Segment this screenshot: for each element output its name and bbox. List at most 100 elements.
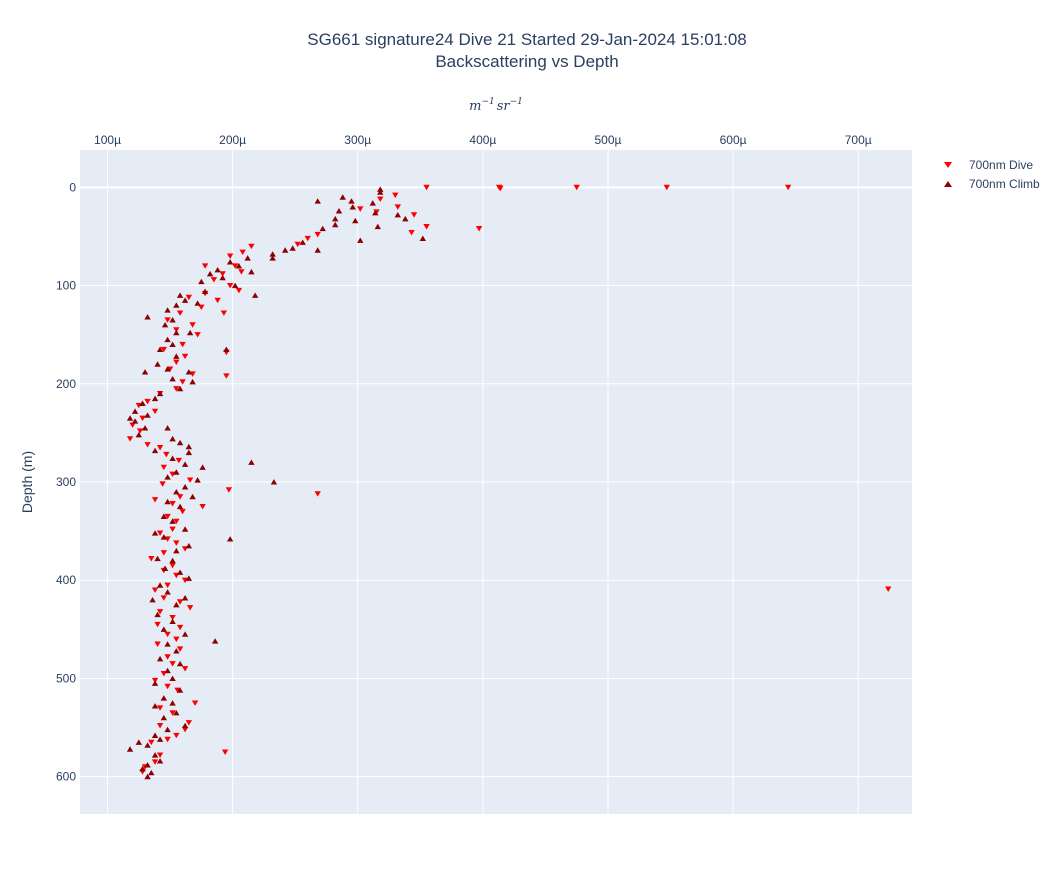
data-point (169, 700, 176, 706)
data-point (201, 263, 209, 269)
data-point (248, 243, 255, 250)
data-point (173, 601, 180, 608)
data-point (349, 204, 356, 210)
data-point (151, 703, 159, 709)
data-point (148, 739, 155, 746)
data-point (186, 605, 194, 611)
legend-item-dive[interactable]: 700nm Dive (944, 158, 1033, 172)
data-point (164, 425, 171, 431)
data-point (160, 464, 168, 471)
data-point (156, 705, 164, 711)
data-point (169, 375, 176, 382)
data-point (223, 373, 230, 379)
data-point (663, 184, 670, 191)
legend[interactable]: 700nm Dive 700nm Climb (944, 158, 1040, 191)
y-tick-label: 100 (56, 279, 76, 293)
data-point (156, 390, 164, 397)
data-point (226, 282, 234, 289)
data-point (176, 385, 184, 392)
data-point (181, 726, 189, 733)
data-point (173, 488, 180, 495)
data-point (144, 773, 151, 780)
data-point (176, 503, 184, 510)
data-point (173, 359, 180, 366)
data-point (173, 469, 180, 475)
data-point (357, 206, 364, 212)
data-point (299, 239, 306, 245)
data-point (169, 435, 176, 442)
data-point (185, 542, 193, 549)
data-point (189, 493, 196, 500)
data-point (156, 582, 164, 588)
data-point (141, 425, 149, 431)
data-point (194, 477, 201, 483)
data-point (185, 575, 193, 581)
data-point (281, 247, 289, 253)
data-point (269, 251, 276, 257)
data-point (251, 292, 259, 298)
data-points (126, 184, 892, 780)
data-point (238, 269, 245, 275)
data-point (235, 263, 243, 269)
data-point (885, 586, 892, 592)
data-point (156, 758, 164, 764)
data-point (226, 253, 234, 259)
y-tick-label: 400 (56, 573, 76, 587)
data-point (314, 198, 321, 204)
data-point (314, 247, 321, 253)
data-point (357, 237, 364, 243)
data-point (154, 361, 161, 367)
data-point (169, 661, 176, 667)
legend-dive-label: 700nm Dive (969, 158, 1033, 172)
data-point (294, 241, 301, 248)
legend-item-climb[interactable]: 700nm Climb (944, 177, 1040, 191)
data-point (173, 547, 180, 554)
data-point (144, 412, 151, 418)
data-point (156, 609, 164, 615)
data-point (289, 245, 296, 251)
data-point (186, 477, 194, 483)
x-tick-label: 500µ (595, 133, 622, 147)
data-point (194, 332, 201, 338)
data-point (160, 626, 168, 632)
data-point (156, 736, 164, 742)
data-point (185, 720, 193, 726)
x-tick-label: 700µ (845, 133, 872, 147)
data-point (394, 204, 401, 210)
x-tick-label: 600µ (720, 133, 747, 147)
data-point (314, 491, 321, 497)
data-point (173, 648, 180, 654)
data-point (169, 501, 176, 507)
data-point (210, 277, 218, 283)
data-point (129, 422, 136, 428)
data-point (191, 700, 199, 706)
data-point (332, 221, 339, 228)
data-point (135, 431, 143, 438)
data-point (144, 398, 151, 405)
data-point (151, 395, 159, 402)
data-point (149, 596, 156, 603)
x-tick-label: 400µ (469, 133, 496, 147)
data-point (160, 534, 168, 540)
data-point (181, 722, 189, 729)
data-point (139, 400, 146, 406)
x-tick-label: 300µ (344, 133, 371, 147)
data-point (173, 732, 180, 739)
data-point (214, 297, 221, 304)
data-point (194, 300, 201, 306)
data-point (181, 297, 189, 303)
data-point (221, 749, 229, 755)
data-point (148, 556, 155, 562)
data-point (173, 518, 180, 525)
y-tick-label: 200 (56, 377, 76, 391)
data-point (319, 225, 326, 232)
data-point (173, 353, 180, 359)
data-point (270, 479, 278, 485)
data-point (164, 307, 171, 313)
data-point (169, 618, 176, 625)
data-point (176, 599, 184, 605)
data-point (175, 457, 183, 464)
data-point (186, 329, 194, 336)
data-point (160, 550, 168, 556)
